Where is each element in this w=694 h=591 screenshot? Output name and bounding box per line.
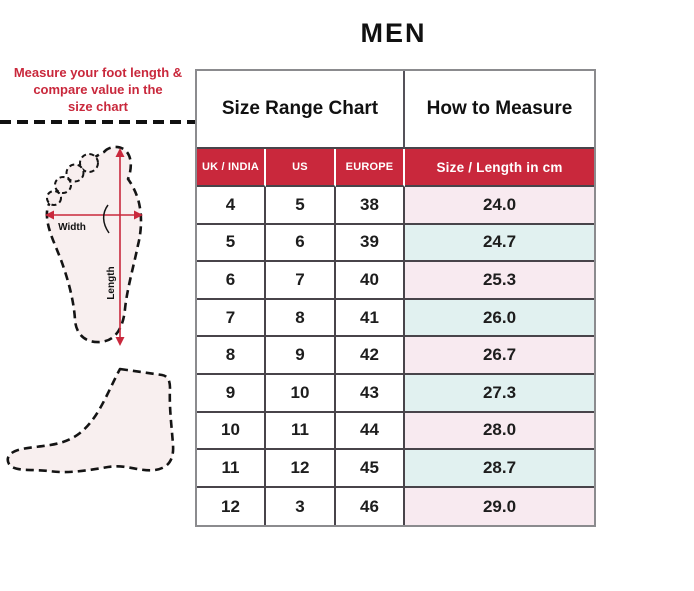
cell-length-cm: 24.7: [405, 224, 595, 263]
cell-europe: 38: [336, 187, 406, 225]
arrowhead-right-icon: [134, 210, 143, 220]
cell-us: 11: [266, 412, 336, 451]
cell-europe: 40: [336, 262, 406, 300]
cell-uk-india: 7: [197, 299, 266, 338]
cell-uk-india: 5: [197, 224, 266, 263]
table-row: 8 9 42 26.7: [197, 337, 595, 375]
foot-side-outline: [6, 367, 175, 474]
cell-europe: 43: [336, 374, 406, 413]
cell-uk-india: 12: [197, 487, 266, 526]
cell-us: 6: [266, 224, 336, 263]
cell-length-cm: 29.0: [405, 487, 595, 526]
cell-us: 12: [266, 450, 336, 488]
column-header-europe: EUROPE: [336, 149, 406, 187]
cell-us: 9: [266, 337, 336, 375]
table-row: 5 6 39 24.7: [197, 224, 595, 263]
cell-europe: 46: [336, 487, 406, 526]
size-range-chart-header: Size Range Chart: [197, 71, 406, 149]
instruction-line-3: size chart: [68, 99, 128, 115]
table-row: 9 10 43 27.3: [197, 374, 595, 413]
arrowhead-left-icon: [45, 210, 54, 220]
cell-uk-india: 8: [197, 337, 266, 375]
arrowhead-up-icon: [115, 148, 125, 157]
cell-length-cm: 27.3: [405, 374, 595, 413]
size-range-table: Size Range Chart How to Measure UK / IND…: [195, 69, 597, 528]
cell-length-cm: 28.0: [405, 412, 595, 451]
foot-top-view-icon: Width Length: [45, 145, 143, 346]
cell-europe: 45: [336, 450, 406, 488]
cell-length-cm: 26.7: [405, 337, 595, 375]
column-header-us: US: [266, 149, 336, 187]
table-row: 10 11 44 28.0: [197, 412, 595, 451]
cell-us: 5: [266, 187, 336, 225]
width-label: Width: [58, 222, 86, 233]
cell-us: 10: [266, 374, 336, 413]
cell-europe: 42: [336, 337, 406, 375]
cell-europe: 41: [336, 299, 406, 338]
length-label: Length: [106, 266, 117, 299]
cell-uk-india: 10: [197, 412, 266, 451]
foot-side-view-icon: [6, 367, 175, 474]
measure-instruction: Measure your foot length & compare value…: [6, 64, 190, 115]
arch-mark: [102, 204, 110, 234]
how-to-measure-header: How to Measure: [405, 71, 595, 149]
cell-length-cm: 24.0: [405, 187, 595, 225]
cell-uk-india: 9: [197, 374, 266, 413]
toe-icon: [54, 176, 72, 194]
instruction-line-2: compare value in the: [33, 82, 163, 98]
cell-length-cm: 28.7: [405, 450, 595, 488]
table-row: 11 12 45 28.7: [197, 450, 595, 488]
cell-uk-india: 6: [197, 262, 266, 300]
toe-icon: [79, 153, 99, 173]
column-header-row: UK / INDIA US EUROPE Size / Length in cm: [197, 149, 595, 187]
cell-length-cm: 26.0: [405, 299, 595, 338]
cell-us: 3: [266, 487, 336, 526]
cell-europe: 44: [336, 412, 406, 451]
cell-length-cm: 25.3: [405, 262, 595, 300]
dashed-divider: [0, 120, 196, 124]
table-row: 12 3 46 29.0: [197, 487, 595, 526]
arrowhead-down-icon: [115, 337, 125, 346]
column-header-uk-india: UK / INDIA: [197, 149, 266, 187]
instruction-line-1: Measure your foot length &: [13, 65, 183, 80]
toe-icon: [46, 190, 62, 206]
cell-us: 7: [266, 262, 336, 300]
column-header-length-cm: Size / Length in cm: [405, 149, 595, 187]
cell-uk-india: 11: [197, 450, 266, 488]
table-row: 6 7 40 25.3: [197, 262, 595, 300]
cell-uk-india: 4: [197, 187, 266, 225]
table-row: 7 8 41 26.0: [197, 299, 595, 338]
section-header-row: Size Range Chart How to Measure: [197, 71, 595, 149]
table-row: 4 5 38 24.0: [197, 187, 595, 225]
toe-icon: [65, 163, 85, 183]
cell-us: 8: [266, 299, 336, 338]
cell-europe: 39: [336, 224, 406, 263]
page-title: MEN: [360, 18, 427, 48]
